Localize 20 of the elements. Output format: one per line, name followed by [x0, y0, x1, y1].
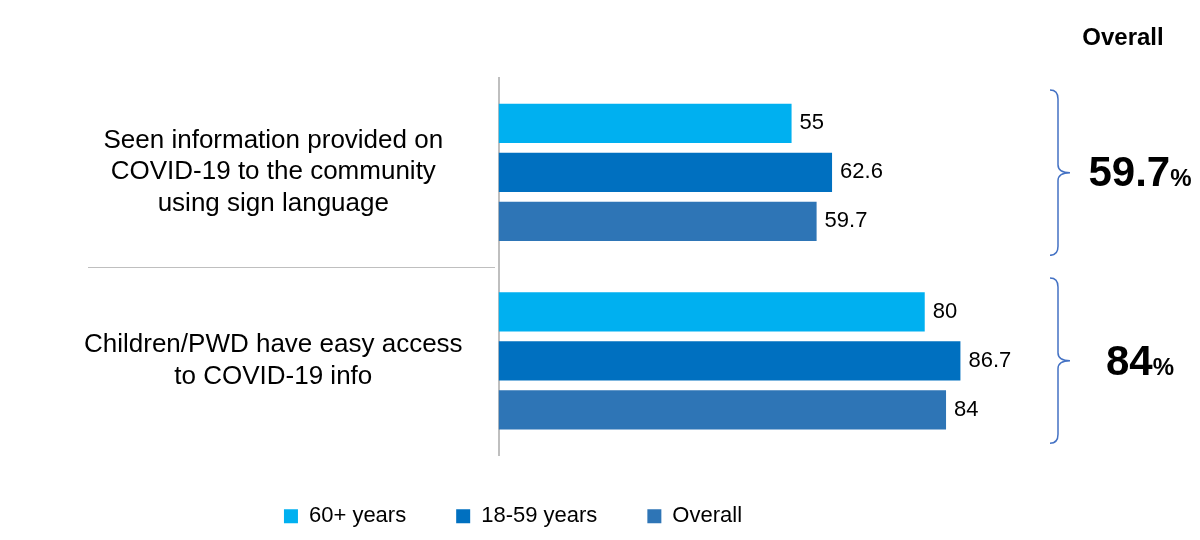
data-label: 59.7	[824, 207, 868, 233]
text: Overall	[1081, 23, 1165, 51]
text: 59.7%	[1088, 148, 1192, 196]
text: 84%	[1105, 336, 1175, 384]
bar	[498, 341, 961, 381]
data-label: 62.6	[840, 158, 883, 184]
bar	[498, 390, 947, 430]
bar	[498, 152, 833, 192]
bar	[498, 201, 817, 241]
y-tick-label: Seen information provided on COVID-19 to the community using sign language	[103, 124, 444, 217]
data-label: 80	[932, 297, 958, 323]
data-label: 86.7	[968, 346, 1012, 372]
bar	[498, 103, 792, 143]
bar	[498, 292, 925, 332]
y-tick-label: Children/PWD have easy access to COVID-19 info	[84, 328, 463, 390]
legend-label: 60+ years	[308, 502, 407, 528]
legend-label: Overall	[672, 502, 743, 528]
data-label: 84	[954, 396, 979, 421]
data-label: 55	[799, 109, 825, 135]
legend-label: 18-59 years	[481, 502, 598, 528]
